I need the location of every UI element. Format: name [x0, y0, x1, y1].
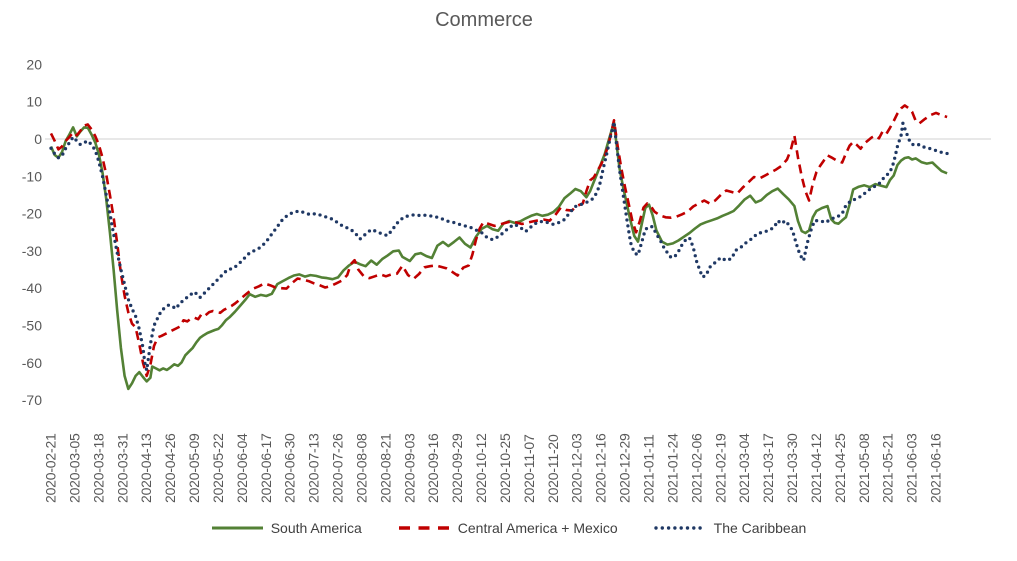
chart-title: Commerce [435, 9, 533, 31]
x-axis-tick-label: 2020-12-29 [617, 433, 633, 503]
x-axis-tick-label: 2020-08-21 [377, 433, 393, 503]
x-axis-tick-label: 2021-02-19 [712, 433, 728, 503]
y-axis-tick-label: -40 [22, 280, 42, 296]
x-axis-tick-label: 2021-06-16 [928, 433, 944, 503]
x-axis-tick-label: 2020-12-03 [569, 433, 585, 503]
y-axis-tick-label: 10 [26, 94, 42, 110]
x-axis-tick-label: 2021-03-04 [736, 433, 752, 503]
x-axis-tick-label: 2020-03-18 [90, 433, 106, 503]
legend-item-central-america-mexico: Central America + Mexico [398, 520, 618, 536]
x-axis-tick-label: 2020-11-07 [521, 434, 537, 503]
x-axis-tick-label: 2020-05-09 [186, 433, 202, 503]
series-line-the-caribbean [49, 120, 949, 372]
x-axis-tick-label: 2021-04-12 [808, 433, 824, 503]
legend-item-south-america: South America [211, 520, 362, 536]
y-axis-tick-label: -10 [22, 168, 42, 184]
x-axis-tick-label: 2021-02-06 [688, 433, 704, 503]
x-axis-tick-label: 2021-05-21 [880, 433, 896, 503]
x-axis-tick-label: 2020-10-12 [473, 433, 489, 503]
x-axis-tick-label: 2020-06-30 [282, 433, 298, 503]
dashed-line-icon [398, 526, 450, 530]
series-line-south-america [49, 120, 948, 391]
x-axis-tick-label: 2021-05-08 [856, 433, 872, 503]
x-axis-tick-label: 2021-03-30 [784, 433, 800, 503]
x-axis-tick-label: 2020-09-16 [425, 433, 441, 503]
x-axis-tick-label: 2020-09-29 [449, 433, 465, 503]
x-axis-tick-label: 2020-05-22 [210, 433, 226, 503]
x-axis-tick-label: 2020-06-17 [258, 433, 274, 503]
x-axis-tick-label: 2020-03-31 [114, 433, 130, 503]
legend-item-the-caribbean: The Caribbean [653, 520, 807, 536]
x-axis-tick-label: 2021-03-17 [760, 433, 776, 503]
legend-label: South America [270, 520, 362, 536]
x-axis-tick-label: 2020-06-04 [234, 433, 250, 503]
x-axis-tick-label: 2020-03-05 [66, 433, 82, 503]
y-axis-tick-label: -60 [22, 355, 42, 371]
x-axis-tick-label: 2020-07-13 [306, 433, 322, 503]
x-axis-tick-label: 2021-01-11 [641, 434, 657, 503]
x-axis-tick-label: 2021-04-25 [832, 433, 848, 503]
y-axis-tick-label: -20 [22, 206, 42, 222]
y-axis-tick-label: 0 [34, 131, 42, 147]
x-axis-tick-label: 2021-01-24 [664, 433, 680, 503]
x-axis-tick-label: 2020-02-21 [43, 433, 59, 503]
series-line-central-america-mexico [49, 104, 948, 378]
y-axis-tick-label: -30 [22, 243, 42, 259]
solid-line-icon [211, 526, 263, 530]
legend-label: The Caribbean [713, 520, 807, 536]
x-axis-tick-label: 2021-06-03 [904, 433, 920, 503]
x-axis-tick-label: 2020-04-13 [138, 433, 154, 503]
legend: South America Central America + Mexico T… [0, 520, 1017, 536]
dotted-line-icon [653, 526, 707, 530]
x-axis-tick-label: 2020-07-26 [330, 433, 346, 503]
x-axis-tick-label: 2020-11-20 [545, 434, 561, 503]
x-axis-tick-label: 2020-10-25 [497, 433, 513, 503]
y-axis-tick-label: 20 [26, 56, 42, 72]
x-axis-tick-label: 2020-04-26 [162, 433, 178, 503]
legend-label: Central America + Mexico [457, 520, 618, 536]
x-axis-tick-label: 2020-08-08 [354, 433, 370, 503]
x-axis-tick-label: 2020-12-16 [593, 433, 609, 503]
y-axis-tick-label: -70 [22, 392, 42, 408]
x-axis-tick-label: 2020-09-03 [401, 433, 417, 503]
y-axis-tick-label: -50 [22, 318, 42, 334]
